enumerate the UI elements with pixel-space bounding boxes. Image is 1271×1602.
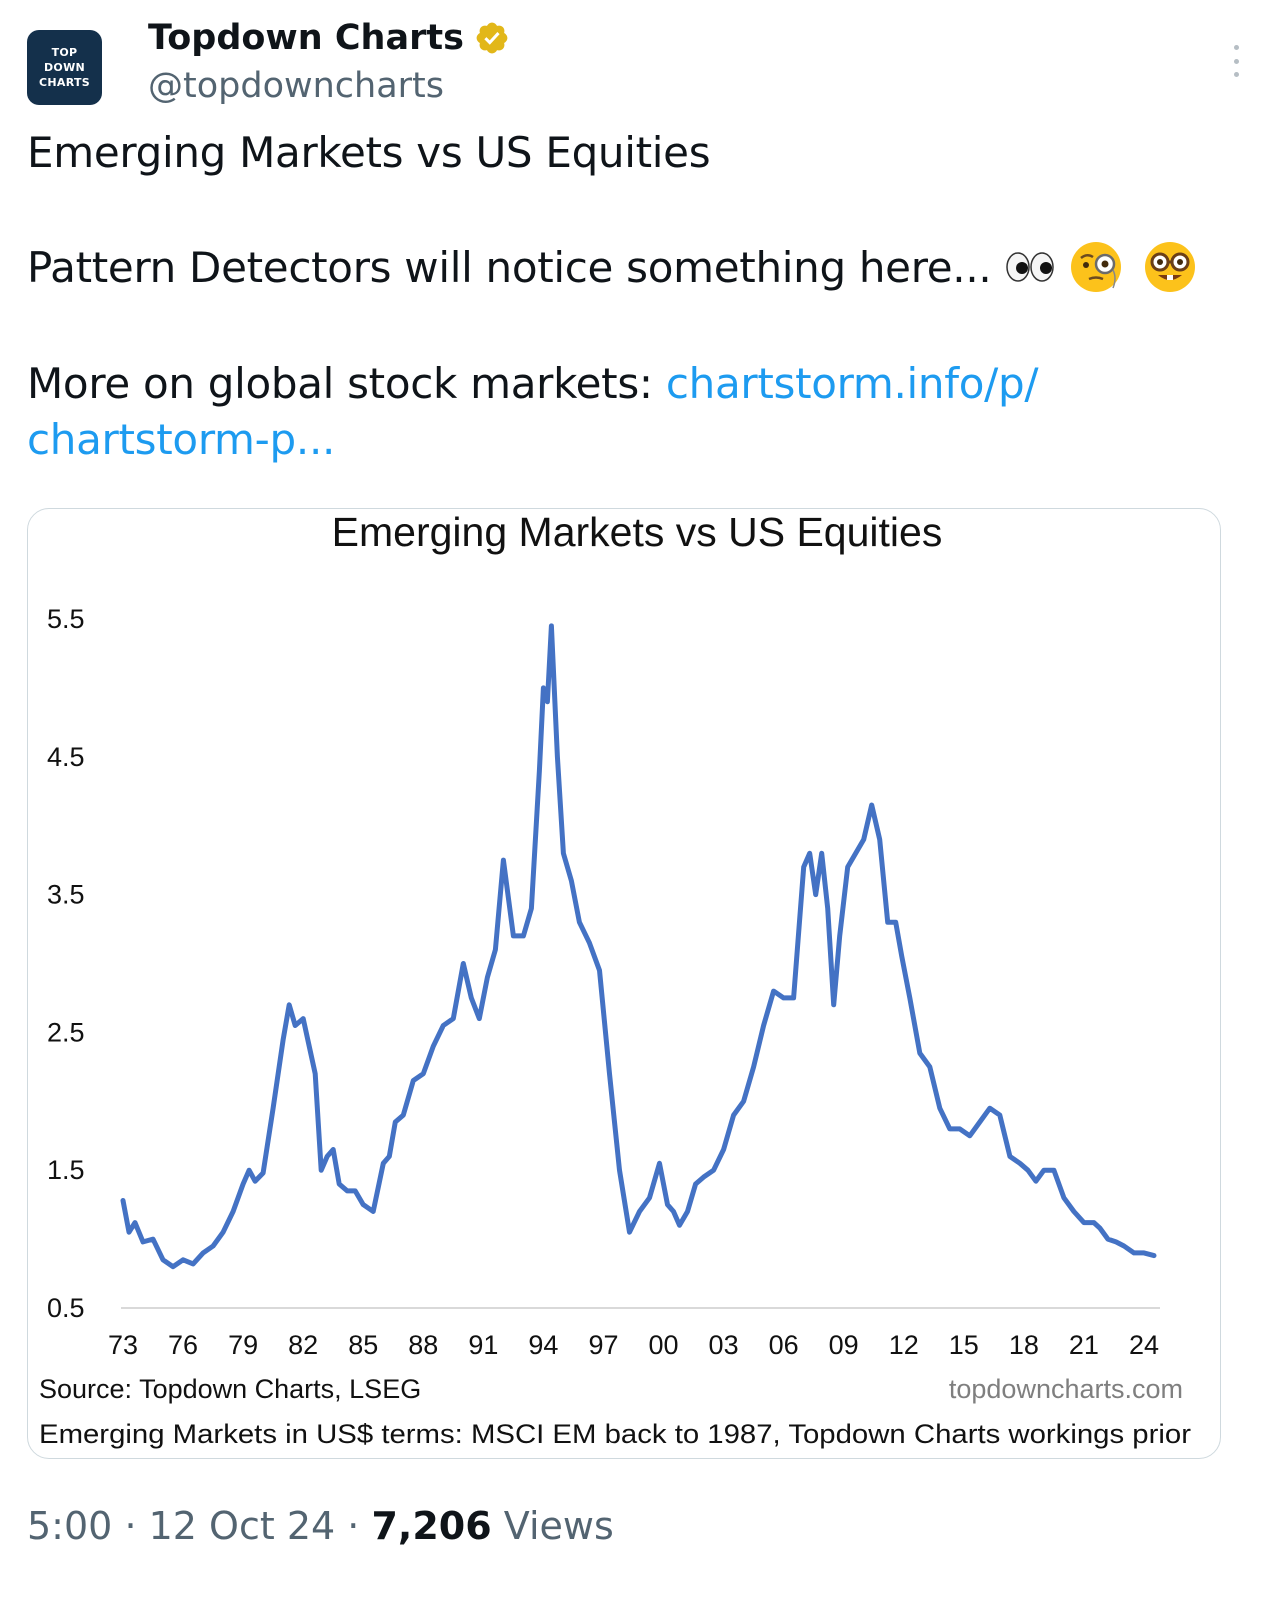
more-dot-icon xyxy=(1233,72,1239,77)
author-name-row[interactable]: Topdown Charts xyxy=(148,18,510,58)
tweet-link[interactable]: chartstorm-p... xyxy=(27,415,336,464)
avatar-line: TOP xyxy=(51,46,78,59)
y-tick-label: 2.5 xyxy=(47,1017,85,1047)
tweet-time[interactable]: 5:00 xyxy=(27,1504,113,1548)
x-tick-label: 79 xyxy=(228,1330,258,1360)
x-tick-label: 15 xyxy=(949,1330,979,1360)
tweet-text-line: Emerging Markets vs US Equities xyxy=(27,128,711,177)
avatar-line: DOWN xyxy=(43,61,86,74)
x-tick-label: 03 xyxy=(709,1330,739,1360)
meta-separator: · xyxy=(347,1504,360,1548)
y-tick-label: 1.5 xyxy=(47,1155,85,1185)
chart-title: Emerging Markets vs US Equities xyxy=(332,509,943,555)
x-tick-label: 91 xyxy=(468,1330,498,1360)
x-tick-label: 24 xyxy=(1129,1330,1159,1360)
x-tick-label: 06 xyxy=(769,1330,799,1360)
x-tick-label: 85 xyxy=(348,1330,378,1360)
x-tick-label: 76 xyxy=(168,1330,198,1360)
handle[interactable]: @topdowncharts xyxy=(148,66,445,106)
verified-badge-icon xyxy=(474,20,510,56)
y-tick-label: 4.5 xyxy=(47,742,85,772)
x-tick-label: 09 xyxy=(829,1330,859,1360)
chart-image-card[interactable]: Emerging Markets vs US Equities 5.5 4.5 3.5… xyxy=(27,508,1221,1459)
x-tick-label: 94 xyxy=(528,1330,558,1360)
avatar-line: CHARTS xyxy=(39,76,90,89)
more-dot-icon xyxy=(1233,58,1239,64)
series-line xyxy=(120,623,1157,1270)
tweet-text: More on global stock markets: xyxy=(27,359,666,408)
tweet-date[interactable]: 12 Oct 24 xyxy=(148,1504,336,1548)
chart-footnote: Emerging Markets in US$ terms: MSCI EM b… xyxy=(39,1419,1191,1449)
meta-separator: · xyxy=(124,1504,137,1548)
face-with-monocle-emoji-icon xyxy=(1069,240,1123,294)
nerd-face-emoji-icon xyxy=(1143,240,1197,294)
x-tick-label: 88 xyxy=(408,1330,438,1360)
views-label[interactable]: Views xyxy=(503,1504,614,1548)
x-tick-label: 82 xyxy=(288,1330,318,1360)
display-name[interactable]: Topdown Charts xyxy=(148,18,464,58)
chart-source: Source: Topdown Charts, LSEG xyxy=(39,1374,421,1404)
y-tick-label: 3.5 xyxy=(47,880,85,910)
x-tick-label: 97 xyxy=(588,1330,618,1360)
chart-watermark: topdowncharts.com xyxy=(949,1374,1183,1404)
x-tick-label: 12 xyxy=(889,1330,919,1360)
more-dot-icon xyxy=(1233,45,1239,50)
x-tick-label: 18 xyxy=(1009,1330,1039,1360)
x-tick-label: 73 xyxy=(108,1330,138,1360)
views-count: 7,206 xyxy=(371,1504,492,1548)
y-tick-label: 0.5 xyxy=(47,1293,85,1323)
x-tick-label: 00 xyxy=(648,1330,678,1360)
tweet-link-continuation[interactable]: chartstorm-p... xyxy=(27,415,335,464)
y-tick-label: 5.5 xyxy=(47,604,85,634)
tweet-link[interactable]: chartstorm.info/p/ xyxy=(665,359,1039,408)
tweet-meta: 5:00 · 12 Oct 24 · 7,206 Views xyxy=(27,1504,614,1548)
eyes-emoji-icon xyxy=(1003,240,1057,294)
more-options-button[interactable] xyxy=(1226,45,1246,77)
x-tick-label: 21 xyxy=(1069,1330,1099,1360)
tweet-text-line: More on global stock markets: chartstorm… xyxy=(27,359,1038,408)
avatar[interactable]: TOP DOWN CHARTS xyxy=(27,30,102,105)
tweet-text-line-with-emojis: Pattern Detectors will notice something … xyxy=(27,240,1197,298)
line-chart: Emerging Markets vs US Equities 5.5 4.5 3.5… xyxy=(39,509,1191,1449)
tweet-text: Pattern Detectors will notice something … xyxy=(27,243,992,292)
